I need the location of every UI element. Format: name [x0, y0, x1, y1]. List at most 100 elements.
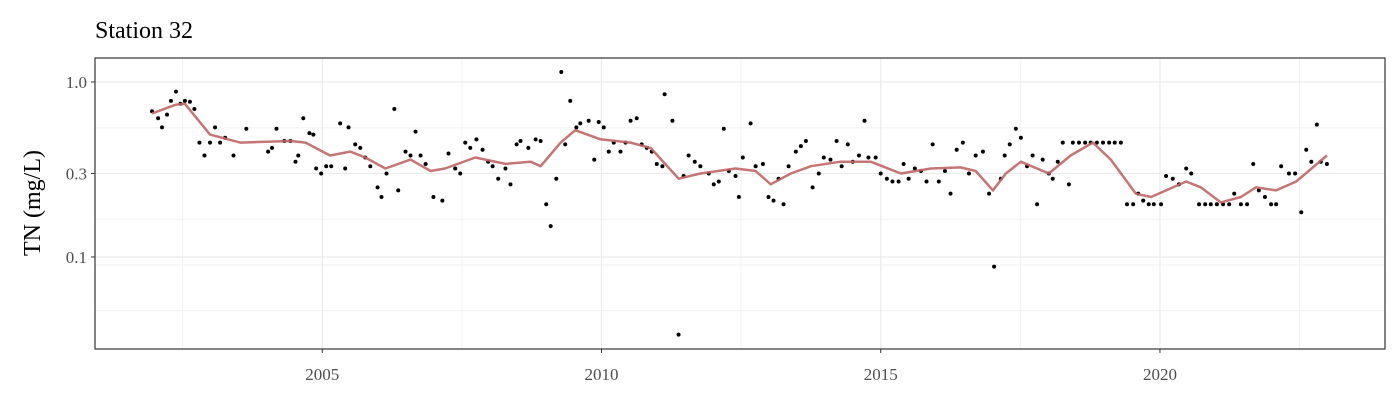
data-point: [568, 98, 573, 103]
data-point: [948, 191, 953, 196]
data-point: [213, 125, 218, 130]
data-point: [1118, 140, 1123, 145]
data-point: [1112, 140, 1117, 145]
data-point: [1151, 202, 1156, 207]
data-point: [208, 140, 213, 145]
data-point: [168, 98, 173, 103]
x-tick-label: 2010: [585, 365, 619, 384]
data-point: [544, 202, 549, 207]
data-point: [514, 142, 519, 147]
data-point: [1094, 140, 1099, 145]
data-point: [538, 138, 543, 143]
data-point: [1269, 202, 1274, 207]
data-point: [896, 179, 901, 184]
data-point: [1040, 157, 1045, 162]
data-point: [716, 179, 721, 184]
data-point: [942, 168, 947, 173]
data-point: [906, 176, 911, 181]
data-point: [793, 149, 798, 154]
data-point: [1076, 140, 1081, 145]
data-point: [1245, 202, 1250, 207]
data-point: [740, 155, 745, 160]
data-point: [1159, 202, 1164, 207]
data-point: [736, 195, 741, 200]
data-point: [1100, 140, 1105, 145]
data-point: [446, 151, 451, 156]
data-point: [1131, 202, 1136, 207]
data-point: [771, 198, 776, 203]
data-point: [173, 89, 178, 94]
data-point: [834, 138, 839, 143]
data-point: [1251, 161, 1256, 166]
data-point: [218, 140, 223, 145]
data-point: [973, 153, 978, 158]
data-point: [490, 164, 495, 169]
y-tick-label: 0.1: [66, 248, 87, 267]
data-point: [518, 138, 523, 143]
data-point: [987, 191, 992, 196]
data-point: [338, 121, 343, 126]
data-point: [1197, 202, 1202, 207]
x-tick-label: 2005: [305, 365, 339, 384]
data-point: [307, 131, 312, 136]
data-point: [1304, 147, 1309, 152]
data-point: [1256, 188, 1261, 193]
data-point: [293, 159, 298, 164]
chart-title: Station 32: [95, 18, 193, 44]
data-point: [816, 171, 821, 176]
smooth-line: [151, 102, 1328, 204]
data-point: [1314, 122, 1319, 127]
data-point: [296, 153, 301, 158]
data-point: [453, 166, 458, 171]
data-point: [1189, 171, 1194, 176]
data-point: [301, 116, 306, 121]
data-point: [924, 179, 929, 184]
data-point: [1125, 202, 1129, 207]
data-point: [319, 171, 324, 176]
data-point: [711, 182, 716, 187]
data-point: [992, 264, 997, 269]
data-point: [798, 144, 803, 149]
data-point: [440, 198, 445, 203]
data-point: [324, 164, 329, 169]
data-point: [878, 171, 883, 176]
data-point: [508, 182, 513, 187]
panel-border: [94, 57, 1386, 350]
data-point: [1309, 159, 1314, 164]
data-point: [1146, 202, 1151, 207]
data-point: [463, 140, 468, 145]
data-point: [634, 116, 639, 121]
data-point: [379, 195, 384, 200]
y-axis-label: TN (mg/L): [20, 150, 46, 256]
data-point: [1286, 171, 1291, 176]
data-point: [343, 166, 348, 171]
data-point: [980, 149, 985, 154]
data-point: [368, 164, 373, 169]
data-point: [554, 176, 559, 181]
data-point: [192, 107, 197, 112]
data-point: [586, 118, 591, 123]
data-point: [686, 153, 691, 158]
data-point: [1018, 135, 1023, 140]
data-point: [676, 332, 681, 337]
data-point: [533, 137, 538, 142]
data-point: [231, 153, 236, 158]
data-point: [601, 125, 606, 130]
data-point: [202, 153, 207, 158]
data-point: [474, 137, 479, 142]
data-point: [563, 142, 568, 147]
data-point: [346, 125, 351, 130]
data-point: [156, 116, 161, 121]
data-point: [274, 126, 279, 131]
data-point: [866, 155, 871, 160]
data-point: [1238, 202, 1243, 207]
data-point: [1035, 202, 1040, 207]
data-point: [1055, 159, 1060, 164]
data-point: [662, 92, 667, 97]
y-tick-label: 1.0: [66, 73, 87, 92]
data-point: [578, 121, 583, 126]
data-point: [1083, 140, 1088, 145]
data-point: [270, 145, 275, 150]
y-tick-label: 0.3: [66, 164, 87, 183]
